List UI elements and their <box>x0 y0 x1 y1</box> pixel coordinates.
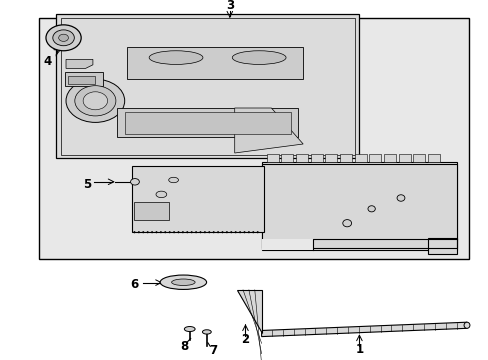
Text: 7: 7 <box>209 345 217 357</box>
Bar <box>295 154 307 162</box>
Ellipse shape <box>208 231 210 233</box>
Polygon shape <box>261 239 312 250</box>
Bar <box>68 76 95 84</box>
Text: 1: 1 <box>355 343 363 356</box>
Bar <box>132 166 264 232</box>
Bar <box>281 154 293 162</box>
Bar <box>354 154 366 162</box>
Circle shape <box>130 179 139 185</box>
Polygon shape <box>261 162 456 250</box>
Bar <box>412 154 425 162</box>
Bar <box>383 154 395 162</box>
Bar <box>39 18 468 259</box>
Ellipse shape <box>203 231 205 233</box>
Ellipse shape <box>149 51 203 64</box>
Circle shape <box>66 79 124 122</box>
Polygon shape <box>234 108 303 153</box>
Ellipse shape <box>177 231 179 233</box>
Ellipse shape <box>160 275 206 289</box>
Ellipse shape <box>225 231 227 233</box>
Bar <box>368 154 381 162</box>
Ellipse shape <box>463 322 469 328</box>
Ellipse shape <box>367 206 375 212</box>
Circle shape <box>75 86 116 116</box>
Polygon shape <box>261 164 456 254</box>
Text: 3: 3 <box>225 0 233 12</box>
Ellipse shape <box>202 330 211 334</box>
Ellipse shape <box>171 279 195 285</box>
Ellipse shape <box>184 327 195 332</box>
Bar <box>398 154 410 162</box>
Ellipse shape <box>247 231 249 233</box>
Ellipse shape <box>155 231 157 233</box>
Polygon shape <box>261 322 466 337</box>
Circle shape <box>83 92 107 110</box>
Bar <box>310 154 322 162</box>
Text: 8: 8 <box>180 340 188 353</box>
Ellipse shape <box>199 231 201 233</box>
Ellipse shape <box>230 231 232 233</box>
Ellipse shape <box>256 231 258 233</box>
Polygon shape <box>66 59 93 68</box>
Ellipse shape <box>195 231 197 233</box>
Ellipse shape <box>396 195 404 201</box>
Ellipse shape <box>168 231 170 233</box>
Ellipse shape <box>217 231 219 233</box>
Ellipse shape <box>239 231 241 233</box>
Polygon shape <box>56 14 359 158</box>
Ellipse shape <box>160 231 162 233</box>
Text: 2: 2 <box>241 333 249 346</box>
Circle shape <box>46 25 81 51</box>
Polygon shape <box>61 18 354 155</box>
Ellipse shape <box>342 220 351 227</box>
Ellipse shape <box>168 177 178 183</box>
Polygon shape <box>117 108 298 137</box>
Polygon shape <box>124 112 290 134</box>
Circle shape <box>59 34 68 41</box>
Text: 5: 5 <box>83 178 91 191</box>
Ellipse shape <box>146 231 148 233</box>
Ellipse shape <box>186 231 188 233</box>
Bar <box>427 154 439 162</box>
Polygon shape <box>64 72 102 86</box>
Ellipse shape <box>221 231 223 233</box>
Ellipse shape <box>133 231 135 233</box>
Text: 6: 6 <box>130 278 138 291</box>
Bar <box>266 154 278 162</box>
Polygon shape <box>134 202 168 220</box>
Ellipse shape <box>232 51 285 64</box>
Ellipse shape <box>243 231 245 233</box>
Bar <box>339 154 351 162</box>
Bar <box>325 154 337 162</box>
Ellipse shape <box>156 191 166 198</box>
Ellipse shape <box>212 231 214 233</box>
Ellipse shape <box>252 231 254 233</box>
Polygon shape <box>237 290 261 333</box>
Ellipse shape <box>164 231 166 233</box>
Ellipse shape <box>173 231 175 233</box>
Ellipse shape <box>234 231 236 233</box>
Circle shape <box>53 30 74 46</box>
Ellipse shape <box>190 231 192 233</box>
Text: 4: 4 <box>44 55 52 68</box>
Ellipse shape <box>151 231 153 233</box>
Ellipse shape <box>138 231 140 233</box>
Polygon shape <box>127 47 303 79</box>
Ellipse shape <box>142 231 144 233</box>
Ellipse shape <box>182 231 183 233</box>
